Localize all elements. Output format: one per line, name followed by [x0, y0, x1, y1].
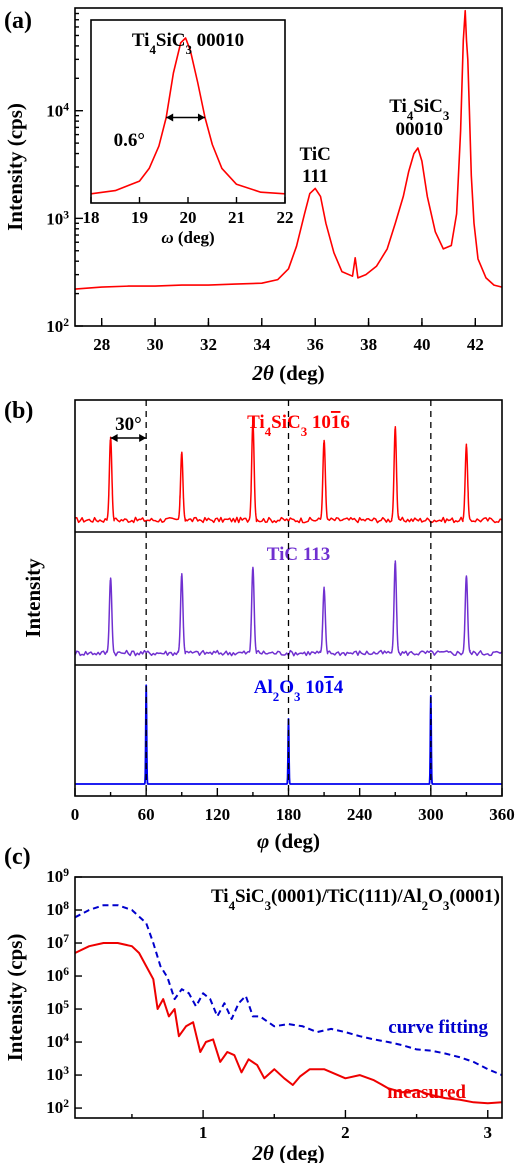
inset-x-tick-label: 20	[180, 208, 197, 227]
inset-x-axis-title: ω (deg)	[161, 228, 214, 247]
annotation-ti4sic3: Ti4SiC3	[389, 96, 450, 123]
series-label-3: Al2O3 1014	[254, 677, 344, 704]
series-line-2	[74, 560, 503, 657]
inset-fwhm-label: 0.6°	[114, 130, 145, 151]
fwhm-arrow-left	[166, 113, 174, 122]
panel-a: (a) 28 30 32 34 36 38 40 42 102 103 104 Intensity (c…	[3, 7, 503, 385]
x-axis-title-a: 2θ (deg)	[251, 361, 324, 385]
series-label-1: Ti4SiC3 1016	[247, 412, 350, 439]
y-tick-label: 102	[46, 1097, 69, 1118]
annotation-tic-index: 111	[302, 166, 328, 187]
y-tick-label: 104	[46, 100, 69, 121]
y-tick-label: 106	[46, 965, 69, 986]
y-tick-label: 109	[46, 866, 69, 887]
x-tick-label: 36	[307, 335, 324, 354]
inset-frame	[90, 19, 286, 204]
panel-label-a: (a)	[4, 8, 32, 34]
spacing-arrow-left	[110, 434, 118, 442]
x-tick-label: 180	[276, 805, 302, 824]
series-label-2: TiC 113	[267, 544, 331, 565]
inset-x-tick-label: 18	[83, 208, 100, 227]
x-tick-label: 34	[253, 335, 271, 354]
legend-curve-fitting: curve fitting	[388, 1017, 488, 1038]
x-tick-label: 30	[147, 335, 164, 354]
y-axis-title-a: Intensity (cps)	[3, 103, 27, 231]
panel-c: (c) 1 2 3 102 103 104 105 106 107 108 109 Intensity …	[3, 844, 503, 1163]
y-tick-label: 103	[46, 208, 69, 229]
y-tick-label: 104	[46, 1031, 69, 1052]
spacing-arrow-right	[139, 434, 147, 442]
series-line-2	[74, 942, 503, 1105]
x-tick-label: 38	[360, 335, 377, 354]
x-tick-label: 60	[138, 805, 155, 824]
y-axis-title-c: Intensity (cps)	[3, 934, 27, 1062]
inset-series-line	[90, 37, 286, 195]
x-tick-label: 2	[341, 1123, 350, 1142]
y-tick-label: 108	[46, 899, 69, 920]
x-tick-label: 3	[484, 1123, 493, 1142]
x-tick-label: 300	[418, 805, 444, 824]
inset-x-tick-label: 21	[228, 208, 245, 227]
x-tick-label: 28	[93, 335, 110, 354]
x-tick-label: 1	[199, 1123, 208, 1142]
fwhm-arrow-right	[197, 113, 205, 122]
annotation-ti4sic3-index: 00010	[396, 119, 444, 140]
inset-background	[91, 20, 285, 203]
y-tick-label: 107	[46, 932, 69, 953]
panel-b: (b) Ti4SiC3 1016 TiC 113 Al2O3 1014 0 60 120 18…	[4, 398, 515, 853]
annotation-tic: TiC	[300, 144, 331, 165]
panel-label-b: (b)	[4, 398, 33, 424]
inset-x-tick-label: 19	[131, 208, 148, 227]
x-tick-label: 0	[71, 805, 80, 824]
y-axis-title-b: Intensity	[21, 558, 45, 638]
x-tick-label: 240	[347, 805, 373, 824]
series-line-1	[74, 904, 503, 1077]
inset-x-tick-label: 22	[277, 208, 294, 227]
plot-frame-b	[74, 399, 503, 797]
plot-frame-a	[74, 7, 503, 327]
series-line-a	[74, 9, 503, 290]
y-tick-label: 105	[46, 998, 69, 1019]
x-tick-label: 32	[200, 335, 217, 354]
plot-frame-c	[74, 876, 503, 1119]
x-tick-label: 120	[205, 805, 231, 824]
y-tick-label: 102	[46, 316, 69, 337]
spacing-label: 30°	[115, 414, 142, 435]
inset-title: Ti4SiC3 00010	[132, 30, 244, 57]
x-tick-label: 42	[467, 335, 484, 354]
x-tick-label: 40	[413, 335, 430, 354]
x-axis-title-c: 2θ (deg)	[251, 1141, 324, 1163]
panel-label-c: (c)	[4, 844, 31, 870]
legend-measured: measured	[387, 1082, 466, 1103]
x-axis-title-b: φ (deg)	[257, 829, 320, 853]
y-tick-label: 103	[46, 1064, 69, 1085]
x-tick-label: 360	[489, 805, 515, 824]
chart-title-c: Ti4SiC3(0001)/TiC(111)/Al2O3(0001)	[211, 886, 500, 913]
